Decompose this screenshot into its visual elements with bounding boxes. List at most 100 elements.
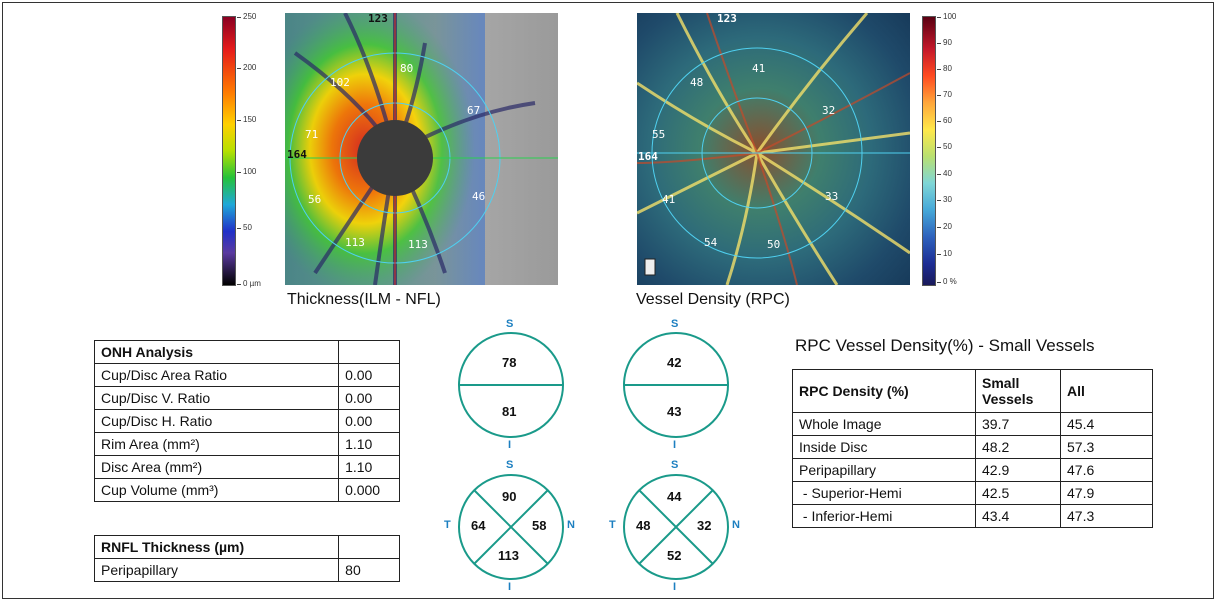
nasal-value: 32 bbox=[697, 518, 712, 533]
sector-value: 41 bbox=[752, 62, 766, 75]
scale-tick: 0 µm bbox=[237, 279, 261, 288]
row-label: Cup/Disc H. Ratio bbox=[93, 409, 340, 433]
table-row: Disc Area (mm²) 1.10 bbox=[93, 455, 400, 479]
row-value: 80 bbox=[338, 558, 400, 582]
vessel-quadrant-diagram bbox=[623, 474, 729, 580]
scale-tick: 100 bbox=[236, 167, 257, 176]
rpc-table-title: RPC Vessel Density(%) - Small Vessels bbox=[795, 336, 1095, 355]
thickness-map-overlay bbox=[285, 13, 558, 285]
sector-value: 46 bbox=[472, 190, 486, 203]
onh-analysis-table: ONH Analysis Cup/Disc Area Ratio 0.00 Cup… bbox=[93, 340, 400, 502]
sector-value: 33 bbox=[825, 190, 839, 203]
sector-value: 113 bbox=[408, 238, 428, 251]
table-row: Cup Volume (mm³) 0.000 bbox=[93, 478, 400, 502]
table-row: - Inferior-Hemi 43.4 47.3 bbox=[792, 504, 1153, 528]
sector-value: 56 bbox=[308, 193, 322, 206]
temporal-label: T bbox=[609, 519, 616, 531]
sector-value: 80 bbox=[400, 62, 414, 75]
rnfl-thickness-table: RNFL Thickness (µm) Peripapillary 80 bbox=[93, 535, 400, 582]
thickness-quadrant-diagram bbox=[458, 474, 564, 580]
table-row: - Superior-Hemi 42.5 47.9 bbox=[792, 481, 1153, 505]
superior-value: 78 bbox=[502, 355, 517, 370]
row-label: Cup/Disc Area Ratio bbox=[93, 363, 340, 387]
temporal-label: T bbox=[444, 519, 451, 531]
table-row: Whole Image 39.7 45.4 bbox=[792, 412, 1153, 436]
sector-value: 71 bbox=[305, 128, 319, 141]
map-corner-label: 164 bbox=[287, 148, 307, 161]
table-header-row: ONH Analysis bbox=[93, 340, 400, 364]
sector-value: 102 bbox=[330, 76, 350, 89]
table-row: Cup/Disc Area Ratio 0.00 bbox=[93, 363, 400, 387]
rpc-density-table: RPC Density (%) Small Vessels All Whole … bbox=[792, 369, 1153, 528]
row-label: Inside Disc bbox=[792, 435, 976, 459]
scale-tick: 20 bbox=[937, 222, 952, 231]
sector-value: 48 bbox=[690, 76, 704, 89]
table-row: Peripapillary 80 bbox=[93, 558, 400, 582]
superior-label: S bbox=[671, 459, 679, 471]
table-header-cell bbox=[338, 535, 400, 559]
small-vessels-value: 43.4 bbox=[975, 504, 1061, 528]
sector-value: 41 bbox=[662, 193, 676, 206]
table-header-cell: ONH Analysis bbox=[93, 340, 340, 364]
scale-tick: 50 bbox=[237, 223, 252, 232]
row-value: 0.000 bbox=[338, 478, 400, 502]
sector-value: 55 bbox=[652, 128, 666, 141]
scale-tick: 100 bbox=[936, 12, 957, 21]
table-row: Peripapillary 42.9 47.6 bbox=[792, 458, 1153, 482]
scale-tick: 60 bbox=[937, 116, 952, 125]
all-value: 47.9 bbox=[1060, 481, 1153, 505]
thickness-hemi-diagram bbox=[458, 332, 564, 438]
table-header-cell bbox=[338, 340, 400, 364]
nasal-label: N bbox=[732, 519, 740, 531]
superior-value: 90 bbox=[502, 489, 517, 504]
inferior-label: I bbox=[508, 581, 512, 593]
superior-label: S bbox=[506, 318, 514, 330]
superior-label: S bbox=[671, 318, 679, 330]
row-label: - Inferior-Hemi bbox=[792, 504, 976, 528]
map-corner-label: 123 bbox=[717, 12, 737, 25]
all-value: 47.3 bbox=[1060, 504, 1153, 528]
inferior-label: I bbox=[673, 439, 677, 451]
vessel-map-overlay bbox=[637, 13, 910, 285]
inferior-value: 52 bbox=[667, 548, 682, 563]
inferior-label: I bbox=[673, 581, 677, 593]
row-label: Disc Area (mm²) bbox=[93, 455, 340, 479]
all-value: 47.6 bbox=[1060, 458, 1153, 482]
inferior-label: I bbox=[508, 439, 512, 451]
small-vessels-value: 42.9 bbox=[975, 458, 1061, 482]
small-vessels-value: 39.7 bbox=[975, 412, 1061, 436]
temporal-value: 48 bbox=[636, 518, 651, 533]
superior-value: 42 bbox=[667, 355, 682, 370]
inferior-value: 113 bbox=[498, 548, 519, 563]
map-corner-label: 164 bbox=[638, 150, 658, 163]
nasal-value: 58 bbox=[532, 518, 547, 533]
table-row: Cup/Disc V. Ratio 0.00 bbox=[93, 386, 400, 410]
row-value: 1.10 bbox=[338, 432, 400, 456]
row-value: 0.00 bbox=[338, 409, 400, 433]
vessel-hemi-diagram bbox=[623, 332, 729, 438]
scale-tick: 250 bbox=[236, 12, 257, 21]
table-header-cell: RNFL Thickness (µm) bbox=[93, 535, 340, 559]
thickness-color-scale bbox=[222, 16, 236, 286]
scale-tick: 10 bbox=[937, 249, 952, 258]
sector-value: 113 bbox=[345, 236, 365, 249]
scale-tick: 70 bbox=[937, 90, 952, 99]
scale-tick: 0 % bbox=[937, 277, 957, 286]
thickness-map-image bbox=[285, 13, 558, 285]
table-header-cell: RPC Density (%) bbox=[792, 369, 976, 413]
table-row: Rim Area (mm²) 1.10 bbox=[93, 432, 400, 456]
vessel-map-caption: Vessel Density (RPC) bbox=[636, 291, 790, 308]
thickness-map-caption: Thickness(ILM - NFL) bbox=[287, 291, 441, 308]
table-header-cell: All bbox=[1060, 369, 1153, 413]
row-label: Peripapillary bbox=[93, 558, 340, 582]
superior-label: S bbox=[506, 459, 514, 471]
nasal-label: N bbox=[567, 519, 575, 531]
superior-value: 44 bbox=[667, 489, 682, 504]
vessel-density-map-image bbox=[637, 13, 910, 285]
scale-tick: 150 bbox=[236, 115, 257, 124]
scale-tick: 90 bbox=[937, 38, 952, 47]
all-value: 45.4 bbox=[1060, 412, 1153, 436]
scale-tick: 200 bbox=[236, 63, 257, 72]
row-label: Cup/Disc V. Ratio bbox=[93, 386, 340, 410]
table-header-cell: Small Vessels bbox=[975, 369, 1061, 413]
